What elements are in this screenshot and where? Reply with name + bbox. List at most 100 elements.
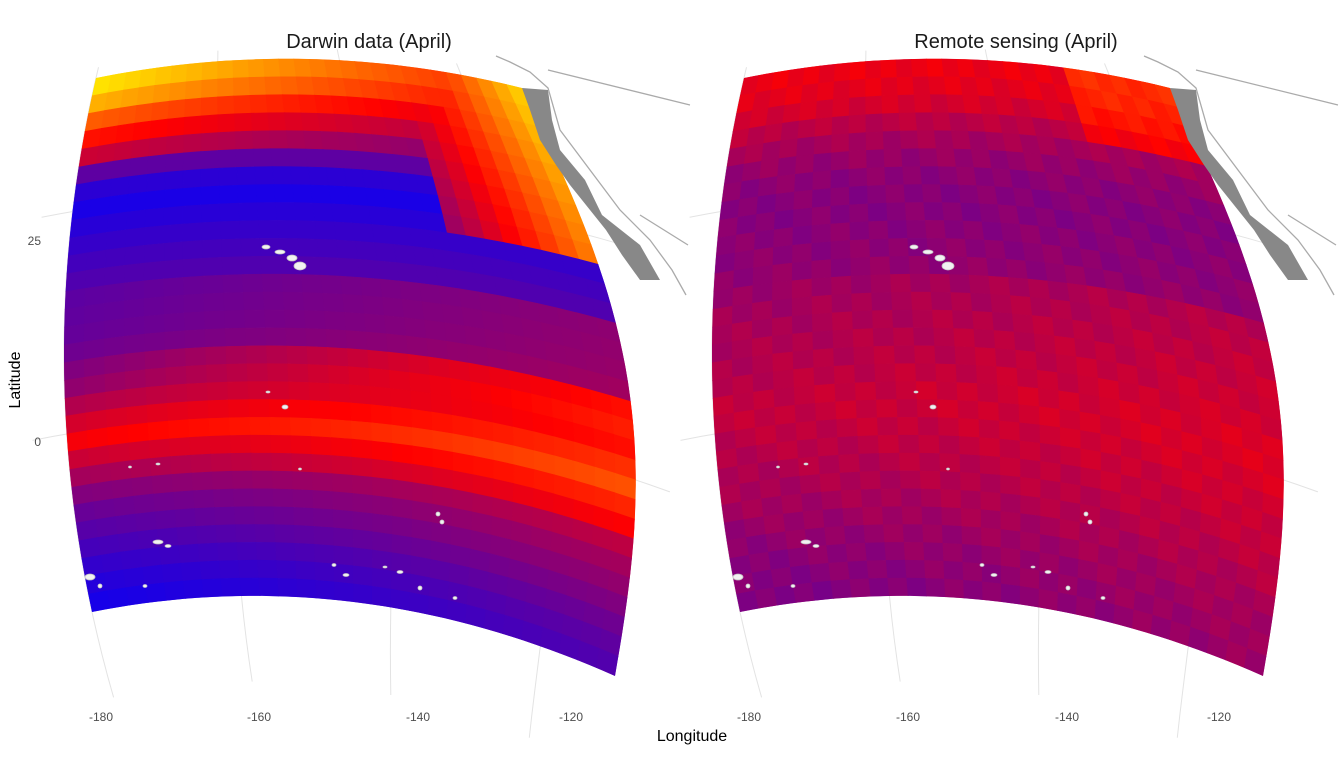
heatmap-cell: [136, 85, 156, 106]
heatmap-cell: [430, 393, 453, 416]
heatmap-cell: [269, 417, 292, 437]
heatmap-cell: [833, 346, 855, 367]
heatmap-cell: [1032, 315, 1055, 337]
heatmap-cell: [811, 312, 834, 333]
heatmap-cell: [207, 399, 230, 419]
heatmap-cell: [874, 363, 897, 383]
heatmap-cell: [937, 417, 960, 437]
heatmap-cell: [184, 79, 203, 100]
heatmap-cell: [958, 418, 980, 438]
heatmap-cell: [960, 202, 983, 223]
heatmap-cell: [863, 524, 886, 544]
heatmap-cell: [64, 305, 85, 328]
island: [929, 404, 937, 410]
heatmap-cell: [209, 435, 232, 455]
heatmap-cell: [328, 383, 351, 404]
heatmap-cell: [391, 424, 413, 447]
heatmap-cell: [941, 507, 963, 527]
heatmap-cell: [784, 85, 804, 106]
heatmap-cell: [973, 167, 996, 188]
heatmap-cell: [962, 561, 983, 583]
heatmap-cell: [897, 417, 920, 436]
heatmap-cell: [271, 470, 294, 490]
heatmap-cell: [287, 148, 309, 168]
heatmap-cell: [165, 365, 188, 386]
heatmap-cell: [1262, 453, 1284, 481]
heatmap-cell: [776, 440, 799, 462]
heatmap-cell: [849, 221, 870, 241]
x-tick-label-l-140: -140: [406, 710, 430, 724]
heatmap-cell: [981, 527, 1002, 549]
heatmap-cell: [432, 430, 454, 453]
island: [452, 596, 458, 600]
heatmap-cell: [831, 133, 850, 154]
heatmap-cell: [1013, 331, 1037, 353]
heatmap-cell: [921, 184, 943, 203]
heatmap-cell: [1000, 547, 1021, 569]
heatmap-cell: [793, 367, 815, 388]
heatmap-cell: [216, 542, 239, 562]
heatmap-cell: [248, 76, 267, 96]
heatmap-cell: [801, 491, 824, 513]
island: [776, 465, 780, 469]
heatmap-cell: [148, 438, 171, 459]
heatmap-cell: [988, 275, 1011, 297]
heatmap-cell: [289, 417, 312, 437]
heatmap-cell: [219, 202, 240, 223]
heatmap-cell: [267, 381, 290, 401]
heatmap-cell: [1066, 282, 1091, 305]
heatmap-cell: [352, 583, 373, 605]
heatmap-cell: [935, 148, 957, 168]
heatmap-cell: [268, 130, 289, 149]
panel-darwin: Darwin data (April): [32, 31, 691, 738]
heatmap-cell: [182, 240, 204, 260]
heatmap-cell: [859, 470, 882, 491]
heatmap-cell: [868, 220, 889, 240]
heatmap-cell: [849, 203, 870, 224]
heatmap-cell: [237, 559, 260, 579]
island: [1087, 519, 1093, 525]
heatmap-cell: [236, 166, 257, 186]
heatmap-cell: [389, 388, 412, 410]
heatmap-cell: [355, 240, 378, 262]
heatmap-cell: [756, 442, 779, 464]
heatmap-cell: [731, 302, 753, 325]
heatmap-cell: [990, 293, 1013, 315]
heatmap-cell: [360, 277, 383, 298]
heatmap-cell: [115, 122, 136, 144]
heatmap-cell: [756, 193, 777, 215]
heatmap-cell: [65, 412, 88, 435]
heatmap-cell: [832, 79, 851, 100]
heatmap-cell: [866, 560, 889, 580]
island: [128, 465, 132, 469]
heatmap-cell: [289, 399, 311, 419]
heatmap-cell: [712, 288, 734, 310]
heatmap-cell: [1000, 222, 1024, 243]
heatmap-cell: [1037, 388, 1060, 410]
heatmap-cell: [123, 69, 142, 91]
heatmap-cell: [195, 524, 218, 545]
heatmap-cell: [773, 227, 794, 248]
x-tick-label-r-120: -120: [1207, 710, 1231, 724]
heatmap-cell: [220, 577, 242, 597]
heatmap-cell: [103, 300, 125, 322]
heatmap-cell: [792, 349, 815, 370]
land-mask-darwin: [495, 55, 691, 296]
heatmap-cell: [234, 112, 253, 133]
heatmap-cell: [242, 273, 264, 293]
heatmap-cell: [890, 273, 912, 293]
heatmap-cell: [145, 189, 166, 211]
heatmap-cell: [898, 112, 918, 132]
heatmap-cell: [158, 545, 182, 566]
heatmap-cell: [391, 515, 413, 538]
heatmap-cell: [999, 438, 1021, 460]
heatmap-cell: [391, 534, 413, 557]
heatmap-cell: [815, 419, 838, 440]
heatmap-cell: [897, 94, 916, 114]
heatmap-cell: [201, 578, 224, 598]
heatmap-cell: [1000, 583, 1021, 605]
heatmap-cell: [830, 204, 851, 225]
heatmap-cell: [792, 582, 816, 604]
heatmap-cell: [955, 364, 978, 384]
heatmap-cell: [996, 366, 1019, 387]
